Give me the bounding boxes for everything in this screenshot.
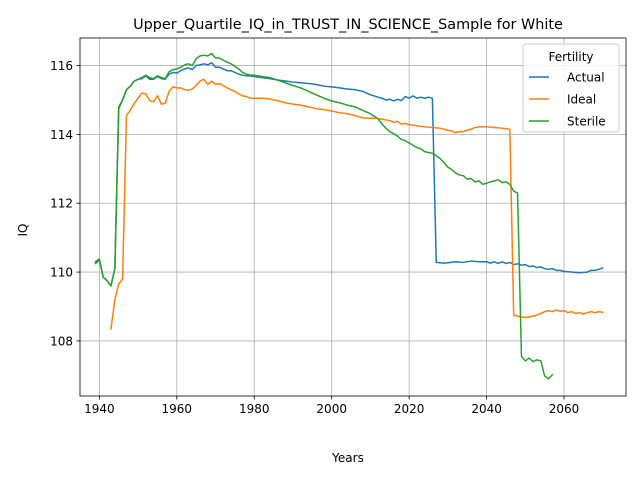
series-line-sterile (94, 52, 554, 380)
legend-entries: Actual Ideal Sterile (529, 71, 606, 129)
legend: Fertility Actual Ideal Sterile (522, 43, 620, 133)
x-tick-label: 2040 (471, 402, 502, 416)
y-tick-label: 110 (50, 266, 73, 280)
y-axis: 108 110 112 114 116 (50, 59, 80, 348)
y-tick-label: 114 (50, 128, 73, 142)
plot-frame (79, 37, 627, 397)
series-line-ideal (110, 78, 604, 330)
series-lines (94, 52, 604, 380)
legend-label-actual: Actual (567, 71, 605, 85)
legend-title: Fertility (548, 50, 593, 64)
legend-label-sterile: Sterile (567, 115, 606, 129)
x-tick-label: 2060 (549, 402, 580, 416)
chart-title: Upper_Quartile_IQ_in_TRUST_IN_SCIENCE_Sa… (133, 17, 563, 33)
x-axis: 1940 1960 1980 2000 2020 2040 2060 (84, 396, 579, 416)
x-tick-label: 1940 (84, 402, 115, 416)
x-tick-label: 2000 (316, 402, 347, 416)
y-axis-label: IQ (16, 224, 30, 237)
legend-label-ideal: Ideal (567, 93, 596, 107)
y-tick-label: 116 (50, 59, 73, 73)
x-tick-label: 1960 (162, 402, 193, 416)
x-axis-label: Years (331, 451, 364, 465)
x-tick-label: 1980 (239, 402, 270, 416)
y-tick-label: 108 (50, 334, 73, 348)
x-tick-label: 2020 (394, 402, 425, 416)
y-tick-label: 112 (50, 197, 73, 211)
legend-box (522, 43, 620, 133)
